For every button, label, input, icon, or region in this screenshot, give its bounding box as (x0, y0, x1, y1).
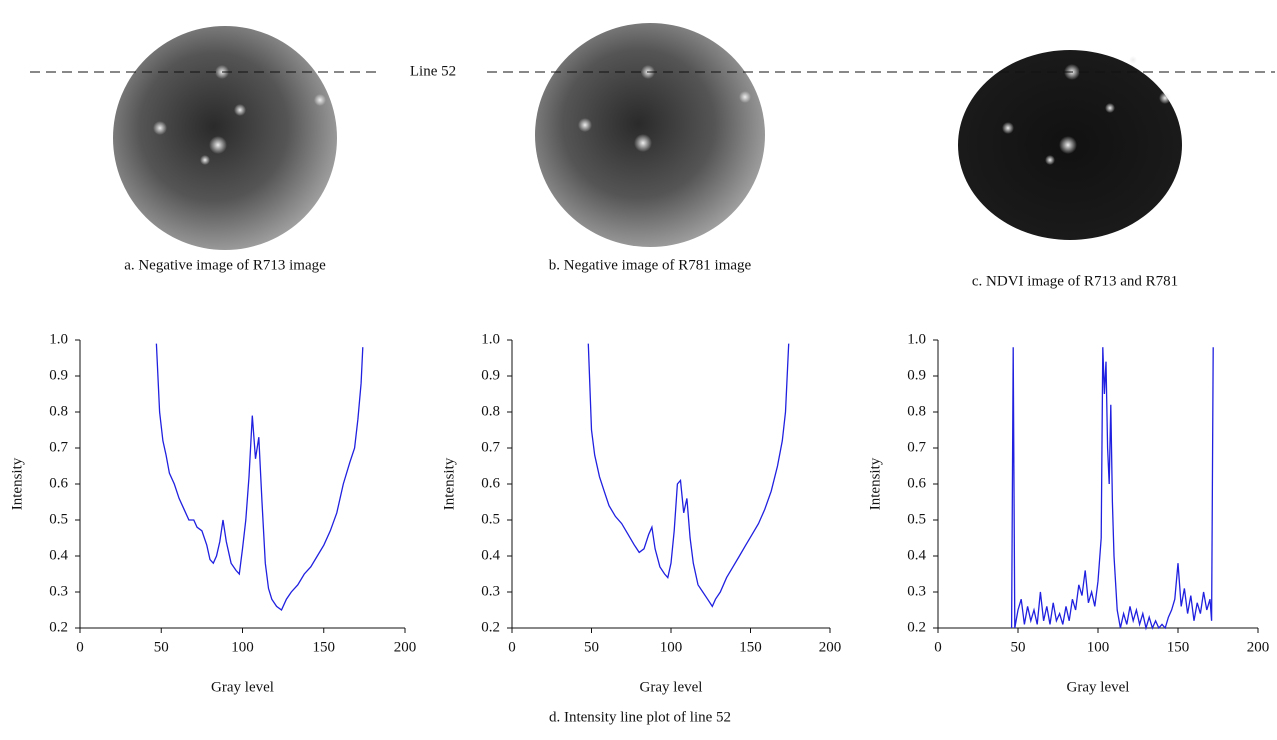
image-caption: b. Negative image of R781 image (549, 257, 752, 273)
y-tick-label: 0.2 (481, 619, 500, 635)
y-tick-label: 0.3 (49, 583, 68, 599)
y-tick-label: 0.4 (481, 547, 500, 563)
y-tick-label: 0.5 (49, 511, 68, 527)
y-tick-label: 0.9 (907, 367, 926, 383)
y-tick-label: 1.0 (49, 331, 68, 347)
y-tick-label: 1.0 (481, 331, 500, 347)
y-tick-label: 0.9 (481, 367, 500, 383)
x-tick-label: 200 (394, 639, 417, 655)
y-tick-label: 0.7 (481, 439, 500, 455)
y-tick-label: 0.8 (907, 403, 926, 419)
y-tick-label: 0.2 (49, 619, 68, 635)
x-tick-label: 150 (739, 639, 762, 655)
x-tick-label: 200 (819, 639, 842, 655)
data-line (1010, 347, 1214, 631)
image-caption: c. NDVI image of R713 and R781 (972, 273, 1178, 289)
y-tick-label: 0.3 (907, 583, 926, 599)
y-tick-label: 0.9 (49, 367, 68, 383)
y-tick-label: 0.6 (49, 475, 68, 491)
x-tick-label: 200 (1247, 639, 1270, 655)
x-tick-label: 0 (934, 639, 942, 655)
figure-caption: d. Intensity line plot of line 52 (549, 709, 731, 725)
y-tick-label: 0.5 (481, 511, 500, 527)
image-c (958, 50, 1182, 240)
y-tick-label: 0.8 (481, 403, 500, 419)
image-a (113, 26, 337, 250)
x-tick-label: 50 (154, 639, 169, 655)
y-tick-label: 0.7 (49, 439, 68, 455)
x-tick-label: 100 (660, 639, 683, 655)
data-line (155, 343, 364, 611)
x-tick-label: 150 (1167, 639, 1190, 655)
y-axis-label: Intensity (9, 457, 25, 510)
x-axis-label: Gray level (1067, 679, 1130, 695)
x-tick-label: 100 (231, 639, 254, 655)
y-tick-label: 0.2 (907, 619, 926, 635)
y-tick-label: 0.6 (907, 475, 926, 491)
x-tick-label: 50 (1011, 639, 1026, 655)
y-tick-label: 0.6 (481, 475, 500, 491)
data-line (587, 343, 790, 608)
x-tick-label: 0 (508, 639, 516, 655)
y-tick-label: 0.4 (49, 547, 68, 563)
line-label: Line 52 (410, 63, 456, 79)
x-tick-label: 150 (313, 639, 336, 655)
y-tick-label: 0.7 (907, 439, 926, 455)
x-axis-label: Gray level (640, 679, 703, 695)
y-tick-label: 1.0 (907, 331, 926, 347)
x-tick-label: 100 (1087, 639, 1110, 655)
x-tick-label: 50 (584, 639, 599, 655)
x-tick-label: 0 (76, 639, 84, 655)
image-caption: a. Negative image of R713 image (124, 257, 326, 273)
y-axis-label: Intensity (441, 457, 457, 510)
image-b (535, 23, 765, 247)
y-tick-label: 0.4 (907, 547, 926, 563)
y-tick-label: 0.8 (49, 403, 68, 419)
y-tick-label: 0.5 (907, 511, 926, 527)
x-axis-label: Gray level (211, 679, 274, 695)
y-tick-label: 0.3 (481, 583, 500, 599)
y-axis-label: Intensity (867, 457, 883, 510)
